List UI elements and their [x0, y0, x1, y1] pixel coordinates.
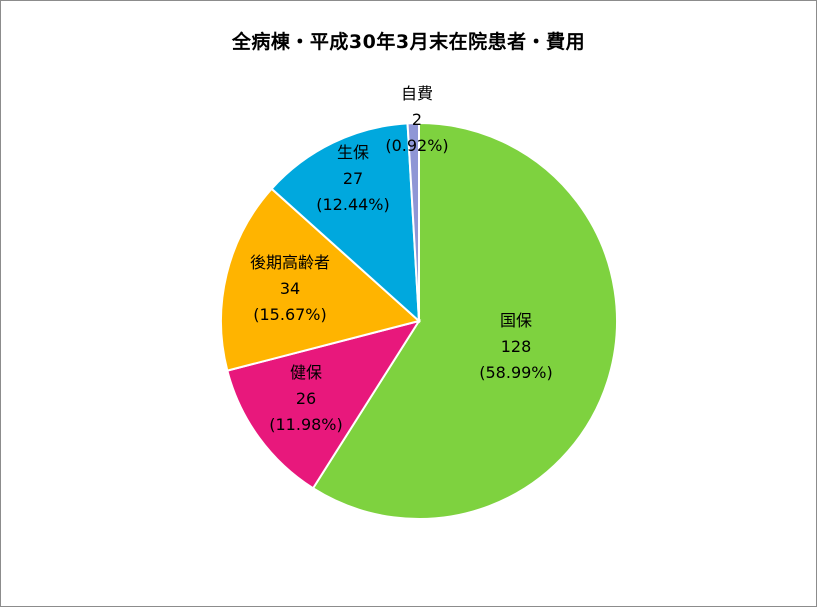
pie-slice-3 — [270, 122, 421, 324]
slice-value-4: 2 — [412, 110, 422, 129]
slice-name-4: 自費 — [401, 84, 433, 103]
slice-name-2: 後期高齢者 — [250, 253, 330, 272]
slice-label-1: 健保 26 (11.98%) — [269, 363, 343, 434]
slice-label-4: 自費 2 (0.92%) — [385, 84, 448, 155]
slice-name-3: 生保 — [337, 143, 369, 162]
slice-percent-4: (0.92%) — [385, 136, 448, 155]
slice-percent-1: (11.98%) — [269, 415, 343, 434]
slice-percent-2: (15.67%) — [253, 305, 327, 324]
slice-label-0: 国保 128 (58.99%) — [479, 311, 553, 382]
pie-slice-1 — [226, 319, 422, 490]
slice-label-3: 生保 27 (12.44%) — [316, 143, 390, 214]
slice-value-2: 34 — [280, 279, 300, 298]
chart-title: 全病棟・平成30年3月末在院患者・費用 — [231, 31, 586, 53]
slice-percent-3: (12.44%) — [316, 195, 390, 214]
slice-name-0: 国保 — [500, 311, 532, 330]
pie-slice-4 — [406, 121, 420, 322]
slice-value-3: 27 — [343, 169, 363, 188]
slice-name-1: 健保 — [290, 363, 322, 382]
pie-slice-0 — [311, 121, 618, 520]
slice-label-2: 後期高齢者 34 (15.67%) — [250, 253, 330, 324]
pie-slice-2 — [220, 187, 422, 372]
slice-value-0: 128 — [501, 337, 532, 356]
slice-percent-0: (58.99%) — [479, 363, 553, 382]
slice-value-1: 26 — [296, 389, 316, 408]
